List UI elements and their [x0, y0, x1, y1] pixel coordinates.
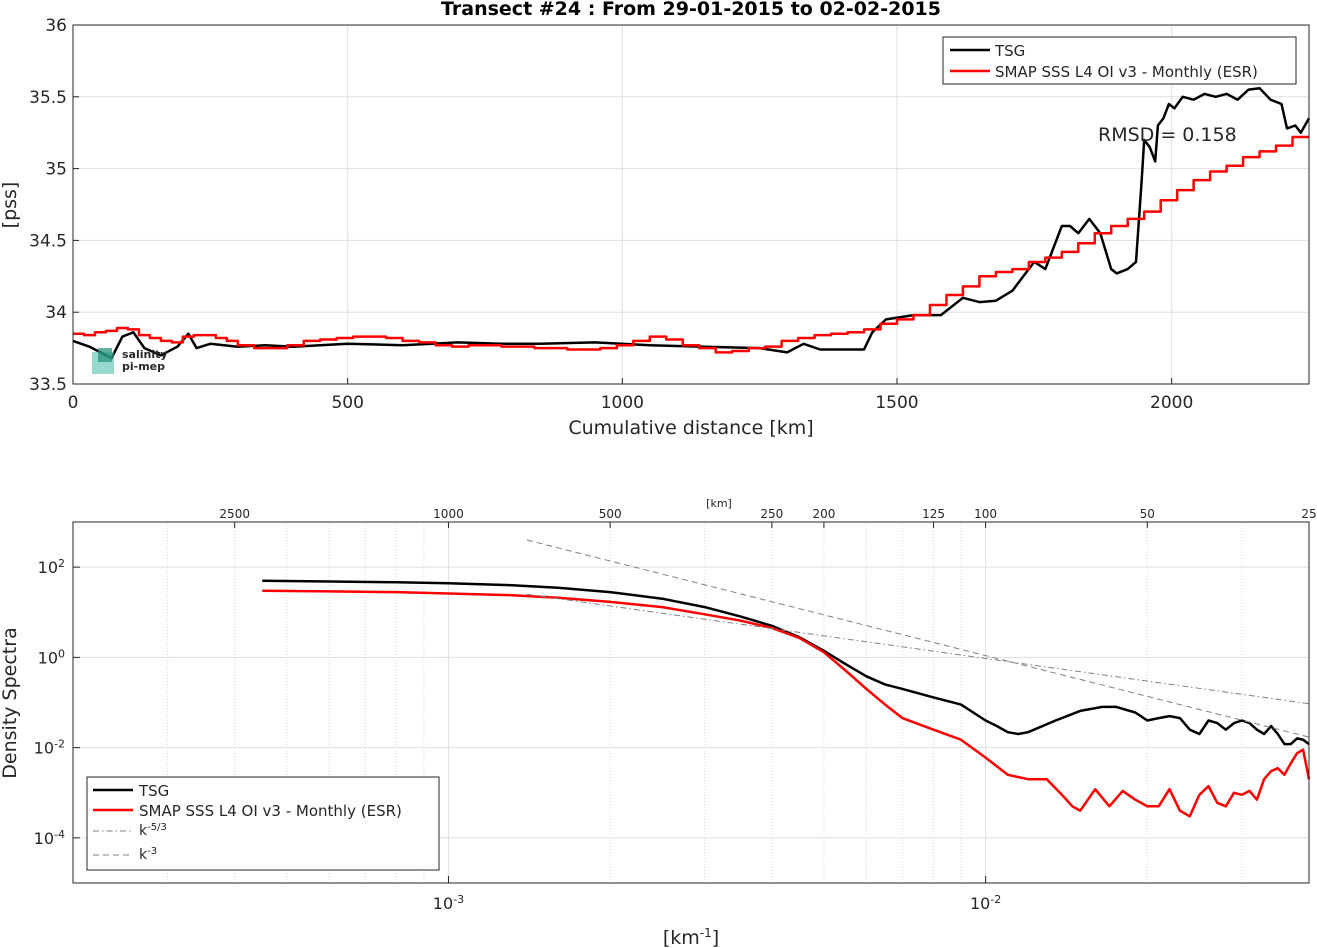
bottom-top-axis-tick-label: 500 — [599, 507, 622, 521]
bottom-top-axis-tick-label: 1000 — [433, 507, 464, 521]
top-x-tick-label: 2000 — [1150, 393, 1193, 413]
bottom-legend-label-tsg: TSG — [138, 782, 169, 800]
logo-text-line2: pi-mep — [122, 360, 165, 373]
bottom-top-axis-tick-label: 250 — [760, 507, 783, 521]
top-y-tick-label: 36 — [45, 16, 67, 36]
bottom-y-tick-label: 100 — [38, 647, 65, 668]
top-legend-label-smap: SMAP SSS L4 OI v3 - Monthly (ESR) — [995, 63, 1258, 81]
bottom-legend: TSG SMAP SSS L4 OI v3 - Monthly (ESR) k-… — [86, 776, 440, 871]
bottom-x-tick-label: 10-3 — [433, 893, 464, 914]
bottom-top-axis-tick-label: 125 — [922, 507, 945, 521]
bottom-top-axis-label: [km] — [706, 497, 732, 510]
bottom-panel: 10-3 10-2 10-4 10-2 100 102 2500 1000 500 250 200 1… — [0, 497, 1317, 948]
salinity-pi-mep-logo: salinity pi-mep — [92, 348, 168, 374]
bottom-x-axis-label: [km-1] — [663, 926, 719, 948]
bottom-series-line-tsg — [262, 579, 1310, 746]
bottom-y-tick-label: 10-4 — [34, 827, 65, 848]
top-x-axis-label: Cumulative distance [km] — [568, 417, 813, 439]
top-legend: TSG SMAP SSS L4 OI v3 - Monthly (ESR) — [942, 36, 1297, 85]
svg-text:k-5/3: k-5/3 — [139, 822, 167, 840]
top-plot-area — [73, 25, 1309, 384]
top-legend-box — [942, 36, 1297, 85]
bottom-legend-label-smap: SMAP SSS L4 OI v3 - Monthly (ESR) — [139, 802, 402, 820]
top-y-tick-label: 33.5 — [29, 375, 67, 395]
bottom-top-axis-tick-label: 50 — [1140, 507, 1155, 521]
bottom-series-line-smap-sss-l4-oi-v3-monthly-esr — [262, 589, 1311, 818]
top-tick-labels: 0 500 1000 1500 2000 33.5 34 34.5 35 35.5 36 — [29, 16, 1193, 413]
top-x-tick-label: 1000 — [601, 393, 644, 413]
top-x-tick-label: 0 — [68, 393, 79, 413]
top-series-line-tsg — [72, 86, 1311, 360]
top-series-line-smap-sss-l4-oi-v3-monthly-esr — [73, 135, 1309, 354]
top-chart-title: Transect #24 : From 29-01-2015 to 02-02-… — [441, 0, 941, 20]
top-y-tick-label: 35 — [45, 160, 67, 180]
bottom-series-lines — [262, 539, 1311, 818]
bottom-legend-label-k53: k-5/3 — [139, 822, 167, 840]
bottom-y-tick-label: 10-2 — [34, 737, 65, 758]
top-y-tick-label: 35.5 — [29, 88, 67, 108]
top-panel: 0 500 1000 1500 2000 33.5 34 34.5 35 35.5 36 Trans… — [0, 0, 1311, 439]
top-y-axis-label: [pss] — [0, 182, 21, 229]
svg-text:k-3: k-3 — [139, 846, 157, 864]
bottom-tick-labels: 10-3 10-2 10-4 10-2 100 102 2500 1000 500 250 200 1… — [34, 507, 1317, 913]
top-y-tick-label: 34 — [45, 303, 67, 323]
bottom-axes-box — [72, 521, 1310, 884]
bottom-top-axis-tick-label: 2500 — [219, 507, 250, 521]
bottom-legend-box — [86, 776, 440, 871]
rmsd-annotation: RMSD = 0.158 — [1098, 124, 1237, 146]
svg-text:[km-1]: [km-1] — [663, 926, 719, 948]
logo-cube-top-icon — [98, 348, 112, 362]
bottom-x-tick-label: 10-2 — [970, 893, 1001, 914]
logo-text-line1: salinity — [122, 348, 168, 361]
bottom-y-tick-label: 102 — [38, 557, 65, 578]
bottom-legend-label-k3: k-3 — [139, 846, 157, 864]
bottom-top-axis-tick-label: 200 — [812, 507, 835, 521]
bottom-top-axis-tick-label: 25 — [1301, 507, 1316, 521]
top-series-lines — [72, 86, 1311, 360]
top-legend-label-tsg: TSG — [994, 42, 1025, 60]
bottom-series-line-k-3 — [526, 539, 1310, 738]
bottom-top-axis-tick-label: 100 — [974, 507, 997, 521]
top-x-tick-label: 500 — [331, 393, 363, 413]
top-y-tick-label: 34.5 — [29, 231, 67, 251]
bottom-series-line-k-5-3 — [526, 593, 1310, 705]
bottom-y-axis-label: Density Spectra — [0, 627, 21, 778]
top-axes-box — [72, 24, 1310, 385]
top-x-tick-label: 1500 — [875, 393, 918, 413]
